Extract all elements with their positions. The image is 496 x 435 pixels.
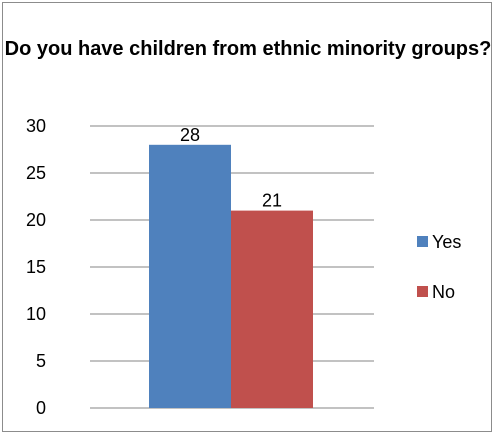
bar-yes bbox=[149, 144, 231, 409]
bar-no bbox=[231, 210, 313, 408]
legend: Yes No bbox=[417, 232, 461, 302]
legend-swatch bbox=[417, 286, 428, 297]
data-label-yes: 28 bbox=[180, 125, 200, 145]
y-tick-label: 30 bbox=[26, 116, 46, 136]
data-label-no: 21 bbox=[262, 191, 282, 211]
chart-title: Do you have children from ethnic minorit… bbox=[4, 38, 492, 60]
legend-swatch bbox=[417, 236, 428, 247]
legend-item-yes: Yes bbox=[417, 232, 461, 252]
legend-label: No bbox=[432, 282, 455, 302]
y-tick-label: 25 bbox=[26, 163, 46, 183]
y-tick-label: 15 bbox=[26, 257, 46, 277]
legend-label: Yes bbox=[432, 232, 461, 252]
data-labels: 28 21 bbox=[180, 125, 282, 211]
y-tick-label: 20 bbox=[26, 210, 46, 230]
legend-item-no: No bbox=[417, 282, 455, 302]
y-tick-label: 10 bbox=[26, 304, 46, 324]
bars bbox=[149, 144, 313, 409]
y-axis-ticks: 0 5 10 15 20 25 30 bbox=[26, 116, 46, 418]
y-tick-label: 5 bbox=[36, 351, 46, 371]
y-tick-label: 0 bbox=[36, 398, 46, 418]
